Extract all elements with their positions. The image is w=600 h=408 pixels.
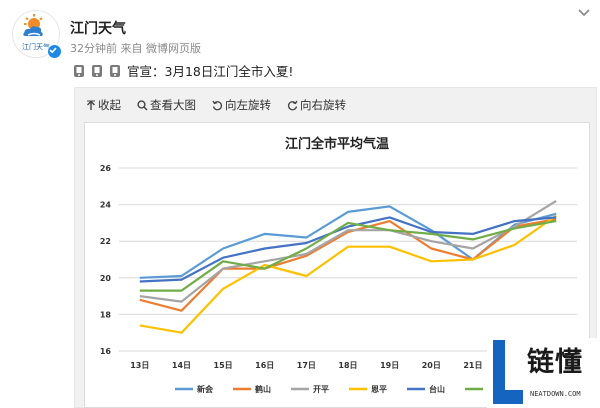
series-line-上川 [139, 220, 557, 292]
view-large-button[interactable]: 查看大图 [137, 97, 196, 113]
series-line-开平 [139, 199, 557, 303]
x-tick-label: 18日 [338, 361, 357, 370]
y-tick-label: 18 [100, 310, 112, 319]
avatar-caption: 江门天气 [22, 43, 50, 51]
account-name[interactable]: 江门天气 [70, 21, 126, 37]
x-tick-label: 17日 [297, 361, 316, 370]
legend-label: 恩平 [371, 384, 387, 394]
post-text-line: 官宣：3月18日江门全市入夏! [73, 61, 293, 80]
legend-label: 开平 [313, 385, 329, 394]
y-tick-label: 16 [100, 347, 112, 356]
magnifier-icon [137, 99, 148, 111]
rotate-left-icon [212, 100, 223, 110]
warning-emoji-icon [92, 64, 102, 77]
legend-label: 台山 [429, 384, 445, 394]
series-line-台山 [139, 216, 557, 283]
watermark-text: 链懂 [527, 347, 583, 378]
y-tick-label: 22 [100, 237, 111, 246]
watermark [487, 338, 600, 408]
x-tick-label: 21日 [463, 361, 482, 370]
watermark-logo-icon [493, 340, 523, 404]
verified-badge-icon [47, 44, 62, 59]
rotate-left-button[interactable]: 向左旋转 [212, 97, 271, 113]
y-tick-label: 26 [100, 164, 112, 173]
chart-title: 江门全市平均气温 [285, 136, 389, 152]
x-tick-label: 19日 [380, 361, 399, 370]
collapse-button[interactable]: 收起 [86, 97, 121, 113]
legend-label: 鹤山 [255, 384, 271, 394]
y-tick-label: 24 [100, 201, 112, 210]
watermark-url: NEATDOWN.COM [530, 390, 581, 398]
x-tick-label: 16日 [255, 361, 274, 370]
legend-label: 新会 [197, 384, 213, 394]
sun-cloud-logo-icon [23, 14, 43, 36]
rotate-right-button[interactable]: 向右旋转 [287, 97, 346, 113]
x-tick-label: 14日 [172, 361, 191, 370]
temperature-line-chart: 江门全市平均气温 16 18 20 22 24 26 13日 14日 15日 16日 17日 18日 19… [100, 136, 577, 394]
chevron-down-icon[interactable] [578, 8, 590, 18]
x-tick-label: 20日 [422, 361, 441, 370]
post-text: 官宣：3月18日江门全市入夏! [127, 64, 294, 79]
x-tick-label: 13日 [130, 361, 149, 370]
y-tick-label: 20 [100, 274, 112, 283]
series-line-鹤山 [139, 218, 557, 312]
post-meta: 32分钟前 来自 微博网页版 [70, 42, 201, 55]
image-toolbar: 收起 查看大图 向左旋转 向右旋转 [86, 97, 362, 113]
warning-emoji-icon [110, 64, 120, 77]
series-line-恩平 [139, 214, 557, 334]
rotate-right-icon [287, 100, 298, 110]
avatar[interactable]: 江门天气 [12, 10, 60, 58]
x-tick-label: 15日 [214, 361, 233, 370]
warning-emoji-icon [74, 64, 84, 77]
collapse-up-icon [87, 100, 95, 110]
